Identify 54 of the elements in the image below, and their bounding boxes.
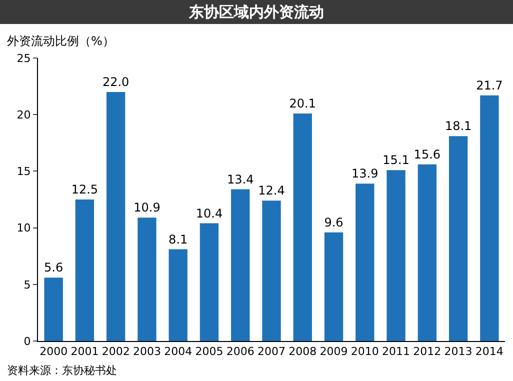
data-label: 5.6 [44,260,64,275]
bar [75,200,94,341]
x-tick-label: 2009 [320,345,348,358]
chart-title: 东协区域内外资流动 [0,0,513,24]
data-label: 21.7 [476,78,503,92]
y-tick-label: 25 [16,52,31,65]
bar [386,170,406,341]
x-tick-label: 2006 [226,345,254,358]
y-tick-label: 20 [16,108,31,122]
data-label: 13.9 [352,166,378,181]
data-label: 22.0 [102,74,130,89]
data-label: 12.5 [71,182,98,196]
bar [480,95,499,341]
bar [324,232,344,341]
data-label: 8.1 [168,232,188,246]
x-tick-label: 2003 [132,345,161,358]
data-label: 10.9 [134,200,160,215]
x-tick-label: 2012 [413,345,442,358]
bar [356,184,374,341]
x-tick-label: 2010 [350,345,379,358]
bar [448,136,468,341]
text: 资料来源：东协秘书处 [7,364,117,377]
data-label: 10.4 [196,206,223,220]
x-tick-label: 2011 [382,345,410,358]
y-axis-title: 外资流动比例（%） [7,34,114,48]
bar [106,92,126,341]
data-label: 12.4 [258,184,285,198]
bar [293,113,312,341]
x-tick-label: 2001 [70,345,99,358]
bar [231,189,250,341]
y-tick-label: 5 [24,278,31,292]
y-tick-label: 0 [24,334,31,348]
x-tick-label: 2007 [258,345,286,358]
x-tick-label: 2014 [475,345,504,358]
bar [138,218,156,341]
bar [44,278,63,341]
x-tick-label: 2000 [40,345,68,358]
data-label: 9.6 [324,215,344,230]
y-tick-label: 10 [16,222,31,235]
x-tick-label: 2004 [164,345,192,358]
bar [418,164,437,341]
x-tick-label: 2013 [444,345,472,358]
data-label: 13.4 [227,172,254,186]
x-tick-label: 2008 [288,345,317,358]
x-tick-label: 2005 [195,345,224,358]
data-label: 20.1 [289,96,316,110]
y-tick-label: 15 [16,165,31,178]
data-label: 15.6 [414,147,441,162]
data-label: 18.1 [444,119,472,134]
bar [200,223,219,341]
data-label: 15.1 [382,153,410,168]
x-tick-label: 2002 [102,345,130,358]
bar [262,200,281,341]
bar [168,249,188,341]
